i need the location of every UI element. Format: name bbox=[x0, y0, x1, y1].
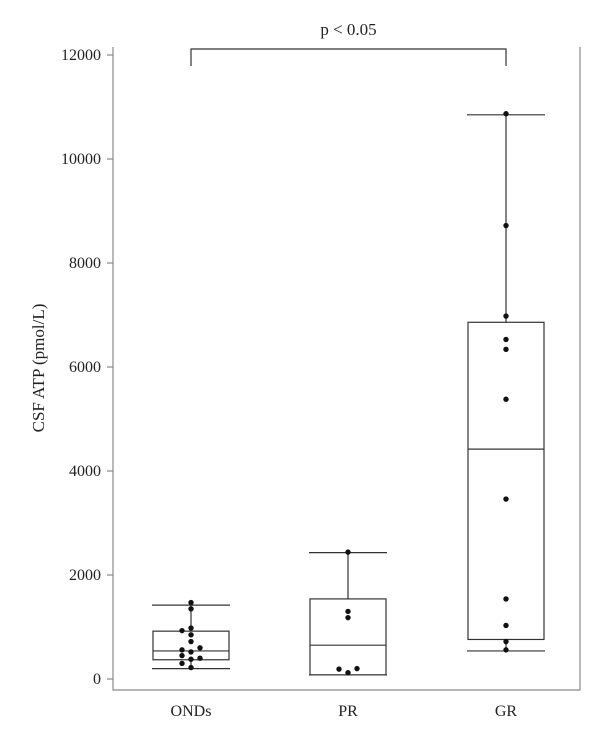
data-point bbox=[503, 638, 509, 645]
data-point bbox=[354, 665, 360, 672]
y-tick-label: 0 bbox=[93, 671, 101, 688]
data-point bbox=[503, 111, 509, 117]
x-tick-label: ONDs bbox=[171, 703, 212, 720]
x-tick-labels: ONDs PR GR bbox=[171, 703, 518, 720]
data-point bbox=[188, 649, 194, 655]
x-tick-label: PR bbox=[338, 703, 358, 720]
data-point bbox=[336, 666, 342, 672]
data-point bbox=[345, 608, 351, 615]
data-point bbox=[188, 606, 194, 612]
y-tick-label: 8000 bbox=[69, 255, 101, 272]
box-group-pr bbox=[309, 549, 387, 676]
data-point bbox=[197, 655, 203, 661]
data-point bbox=[503, 346, 509, 353]
data-point bbox=[503, 647, 509, 653]
data-point bbox=[188, 656, 194, 662]
box-group-onds bbox=[152, 599, 230, 671]
significance-annotation: p < 0.05 bbox=[190, 20, 507, 66]
x-tick-label: GR bbox=[495, 703, 518, 720]
data-point bbox=[503, 596, 509, 602]
data-point bbox=[179, 627, 185, 634]
data-point bbox=[188, 632, 194, 638]
data-point bbox=[188, 599, 194, 606]
data-point bbox=[503, 396, 509, 402]
y-tick-label: 10000 bbox=[61, 151, 101, 168]
y-tick-label: 12000 bbox=[61, 47, 101, 64]
axis-frame bbox=[112, 47, 581, 691]
y-tick-label: 2000 bbox=[69, 567, 101, 584]
data-point bbox=[179, 660, 185, 667]
y-tick-label: 6000 bbox=[69, 359, 101, 376]
data-point bbox=[503, 622, 509, 629]
y-tick-label: 4000 bbox=[69, 463, 101, 480]
y-axis-title: CSF ATP (pmol/L) bbox=[29, 304, 48, 433]
box-groups bbox=[152, 111, 545, 676]
data-point bbox=[179, 647, 185, 653]
y-axis: 0 2000 4000 6000 8000 10000 12000 CSF ATP (pmo… bbox=[29, 47, 581, 691]
p-value-label: p < 0.05 bbox=[320, 20, 376, 39]
data-point bbox=[188, 638, 194, 645]
data-point bbox=[503, 313, 509, 319]
data-point bbox=[503, 222, 509, 229]
data-point bbox=[188, 625, 194, 631]
data-point bbox=[179, 652, 185, 659]
significance-bracket bbox=[190, 48, 507, 66]
data-point bbox=[345, 670, 351, 676]
box-group-gr bbox=[467, 111, 545, 653]
data-point bbox=[197, 645, 203, 651]
data-point bbox=[345, 549, 351, 555]
data-point bbox=[188, 664, 194, 671]
iqr-box bbox=[467, 321, 545, 641]
y-ticks: 0 2000 4000 6000 8000 10000 12000 bbox=[61, 47, 113, 688]
data-point bbox=[345, 614, 351, 621]
data-point bbox=[503, 496, 509, 502]
data-point bbox=[503, 336, 509, 343]
